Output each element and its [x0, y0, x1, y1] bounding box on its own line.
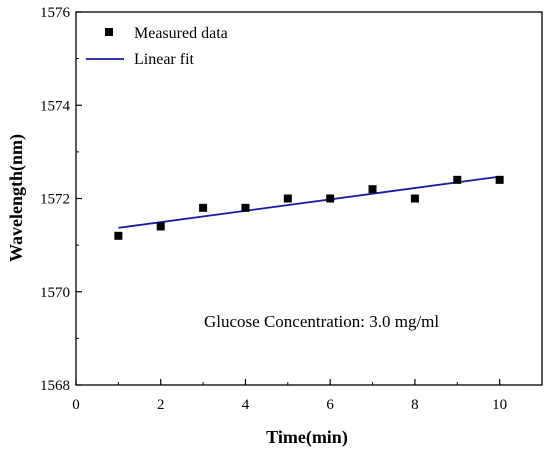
linear-fit-line [118, 175, 500, 229]
y-tick-label: 1576 [40, 5, 71, 21]
data-point [368, 185, 377, 194]
data-point [114, 231, 123, 240]
data-point [326, 194, 335, 203]
y-tick-label: 1574 [40, 98, 71, 114]
y-tick-label: 1568 [40, 378, 70, 394]
x-tick-label: 4 [242, 397, 250, 413]
data-point [453, 175, 462, 184]
legend-label-measured: Measured data [134, 25, 228, 42]
x-tick-label: 6 [326, 397, 334, 413]
data-point [283, 194, 292, 203]
y-axis-title: Wavelength(nm) [6, 134, 27, 262]
data-point [410, 194, 419, 203]
x-axis-title: Time(min) [266, 427, 348, 448]
legend-label-fit: Linear fit [134, 51, 195, 68]
data-point [156, 222, 165, 231]
data-point [241, 203, 250, 212]
x-tick-label: 2 [157, 397, 165, 413]
data-point [199, 203, 208, 212]
x-tick-label: 0 [72, 397, 80, 413]
x-tick-label: 10 [492, 397, 507, 413]
x-tick-label: 8 [411, 397, 419, 413]
legend-marker-measured [105, 28, 113, 36]
annotation-text: Glucose Concentration: 3.0 mg/ml [204, 312, 439, 331]
y-tick-label: 1570 [40, 285, 70, 301]
data-point [495, 175, 504, 184]
y-tick-label: 1572 [40, 192, 70, 208]
